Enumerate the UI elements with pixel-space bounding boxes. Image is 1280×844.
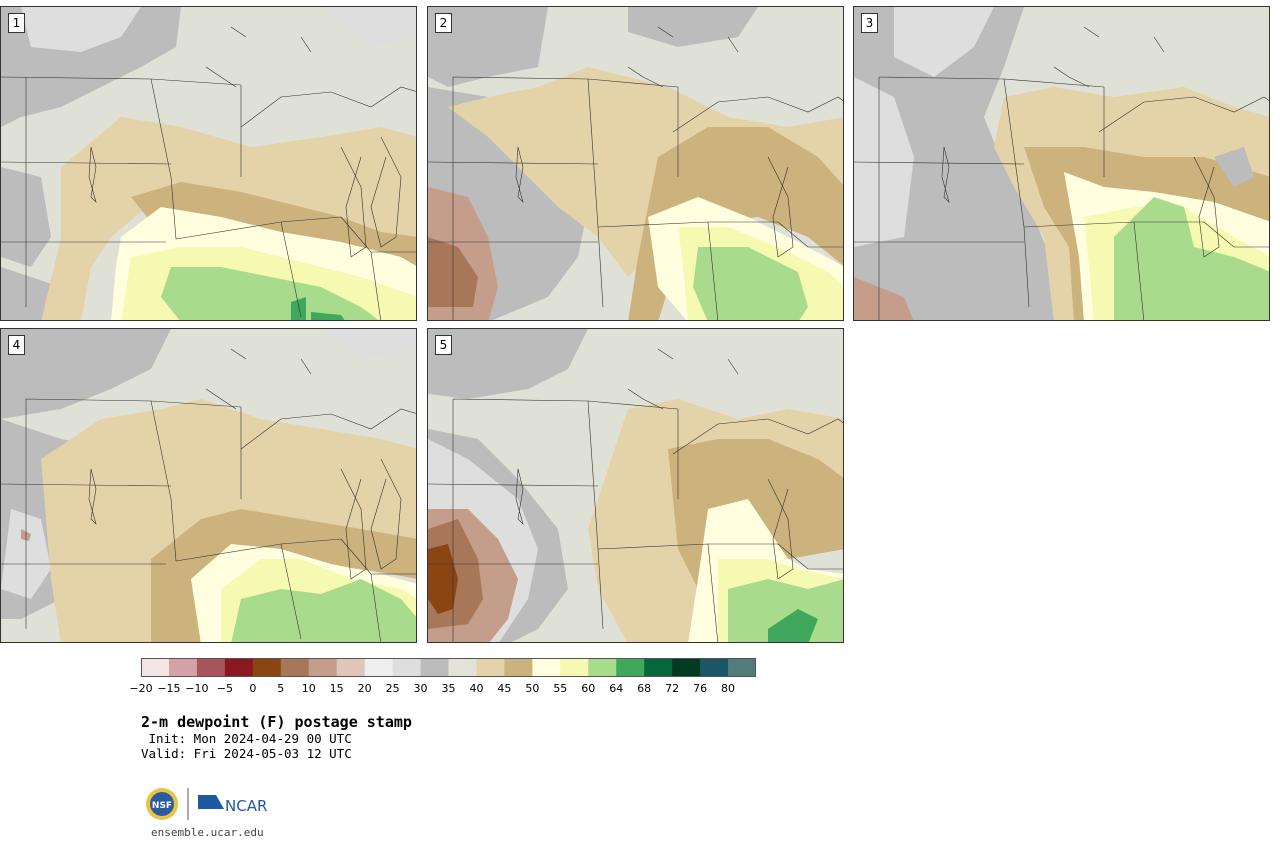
colorbar-swatch xyxy=(672,658,701,677)
colorbar-swatch xyxy=(448,658,477,677)
plot-title: 2-m dewpoint (F) postage stamp xyxy=(141,713,412,731)
colorbar-tick-label: 76 xyxy=(693,682,708,695)
panel-number-2: 2 xyxy=(435,13,452,33)
colorbar-swatch xyxy=(560,658,589,677)
colorbar-tick-label: 50 xyxy=(525,682,540,695)
colorbar-swatch xyxy=(532,658,561,677)
map-panel-2: 2 xyxy=(427,6,844,321)
dewpoint-map-3 xyxy=(854,7,1269,320)
colorbar-tick-label: 60 xyxy=(581,682,596,695)
colorbar-swatch xyxy=(588,658,617,677)
dewpoint-map-4 xyxy=(1,329,416,642)
map-panel-4: 4 xyxy=(0,328,417,643)
colorbar-tick-label: 55 xyxy=(553,682,568,695)
colorbar-tick-label: 68 xyxy=(637,682,652,695)
colorbar-swatch xyxy=(168,658,198,677)
colorbar-tick-label: 20 xyxy=(357,682,372,695)
colorbar-swatch xyxy=(308,658,338,677)
colorbar-swatch xyxy=(476,658,505,677)
colorbar-tick-label: 15 xyxy=(329,682,344,695)
colorbar-swatch xyxy=(364,658,394,677)
website-link[interactable]: ensemble.ucar.edu xyxy=(151,826,264,839)
colorbar-swatch xyxy=(504,658,533,677)
colorbar-swatch xyxy=(420,658,449,677)
colorbar-tick-label: 72 xyxy=(665,682,680,695)
colorbar-tick-label: 40 xyxy=(469,682,484,695)
colorbar-tick-label: −20 xyxy=(129,682,153,695)
panel-number-5: 5 xyxy=(435,335,452,355)
colorbar-swatch xyxy=(644,658,673,677)
colorbar-tick-label: 10 xyxy=(301,682,316,695)
dewpoint-map-5 xyxy=(428,329,843,642)
map-panel-1: 1 xyxy=(0,6,417,321)
nsf-logo-text: NSF xyxy=(152,801,172,811)
colorbar-tick-label: 45 xyxy=(497,682,512,695)
colorbar-swatch xyxy=(196,658,226,677)
colorbar-swatch xyxy=(224,658,254,677)
colorbar-swatch xyxy=(336,658,366,677)
ncar-logo-text: NCAR xyxy=(225,797,267,815)
colorbar-tick-label: 64 xyxy=(609,682,624,695)
valid-time: Valid: Fri 2024-05-03 12 UTC xyxy=(141,746,352,761)
colorbar-tick-label: 5 xyxy=(277,682,285,695)
map-panel-5: 5 xyxy=(427,328,844,643)
init-time: Init: Mon 2024-04-29 00 UTC xyxy=(141,731,352,746)
colorbar-tick-label: 80 xyxy=(721,682,736,695)
colorbar-swatch xyxy=(280,658,310,677)
map-panel-3: 3 xyxy=(853,6,1270,321)
colorbar-tick-label: −15 xyxy=(157,682,181,695)
colorbar-tick-label: 35 xyxy=(441,682,456,695)
colorbar-swatch xyxy=(616,658,645,677)
panel-number-1: 1 xyxy=(8,13,25,33)
colorbar-tick-label: 25 xyxy=(385,682,400,695)
colorbar-tick-label: 30 xyxy=(413,682,428,695)
colorbar-tick-label: −5 xyxy=(216,682,233,695)
colorbar-swatch xyxy=(700,658,729,677)
dewpoint-map-1 xyxy=(1,7,416,320)
panel-number-4: 4 xyxy=(8,335,25,355)
panel-number-3: 3 xyxy=(861,13,878,33)
colorbar-swatch xyxy=(728,658,756,677)
colorbar-tick-label: 0 xyxy=(249,682,257,695)
dewpoint-map-2 xyxy=(428,7,843,320)
colorbar-tick-label: −10 xyxy=(185,682,209,695)
colorbar-swatch xyxy=(392,658,422,677)
colorbar-swatch xyxy=(141,658,170,677)
nsf-ncar-logo: NSF NCAR xyxy=(146,788,267,820)
colorbar xyxy=(141,658,756,677)
colorbar-swatch xyxy=(252,658,282,677)
